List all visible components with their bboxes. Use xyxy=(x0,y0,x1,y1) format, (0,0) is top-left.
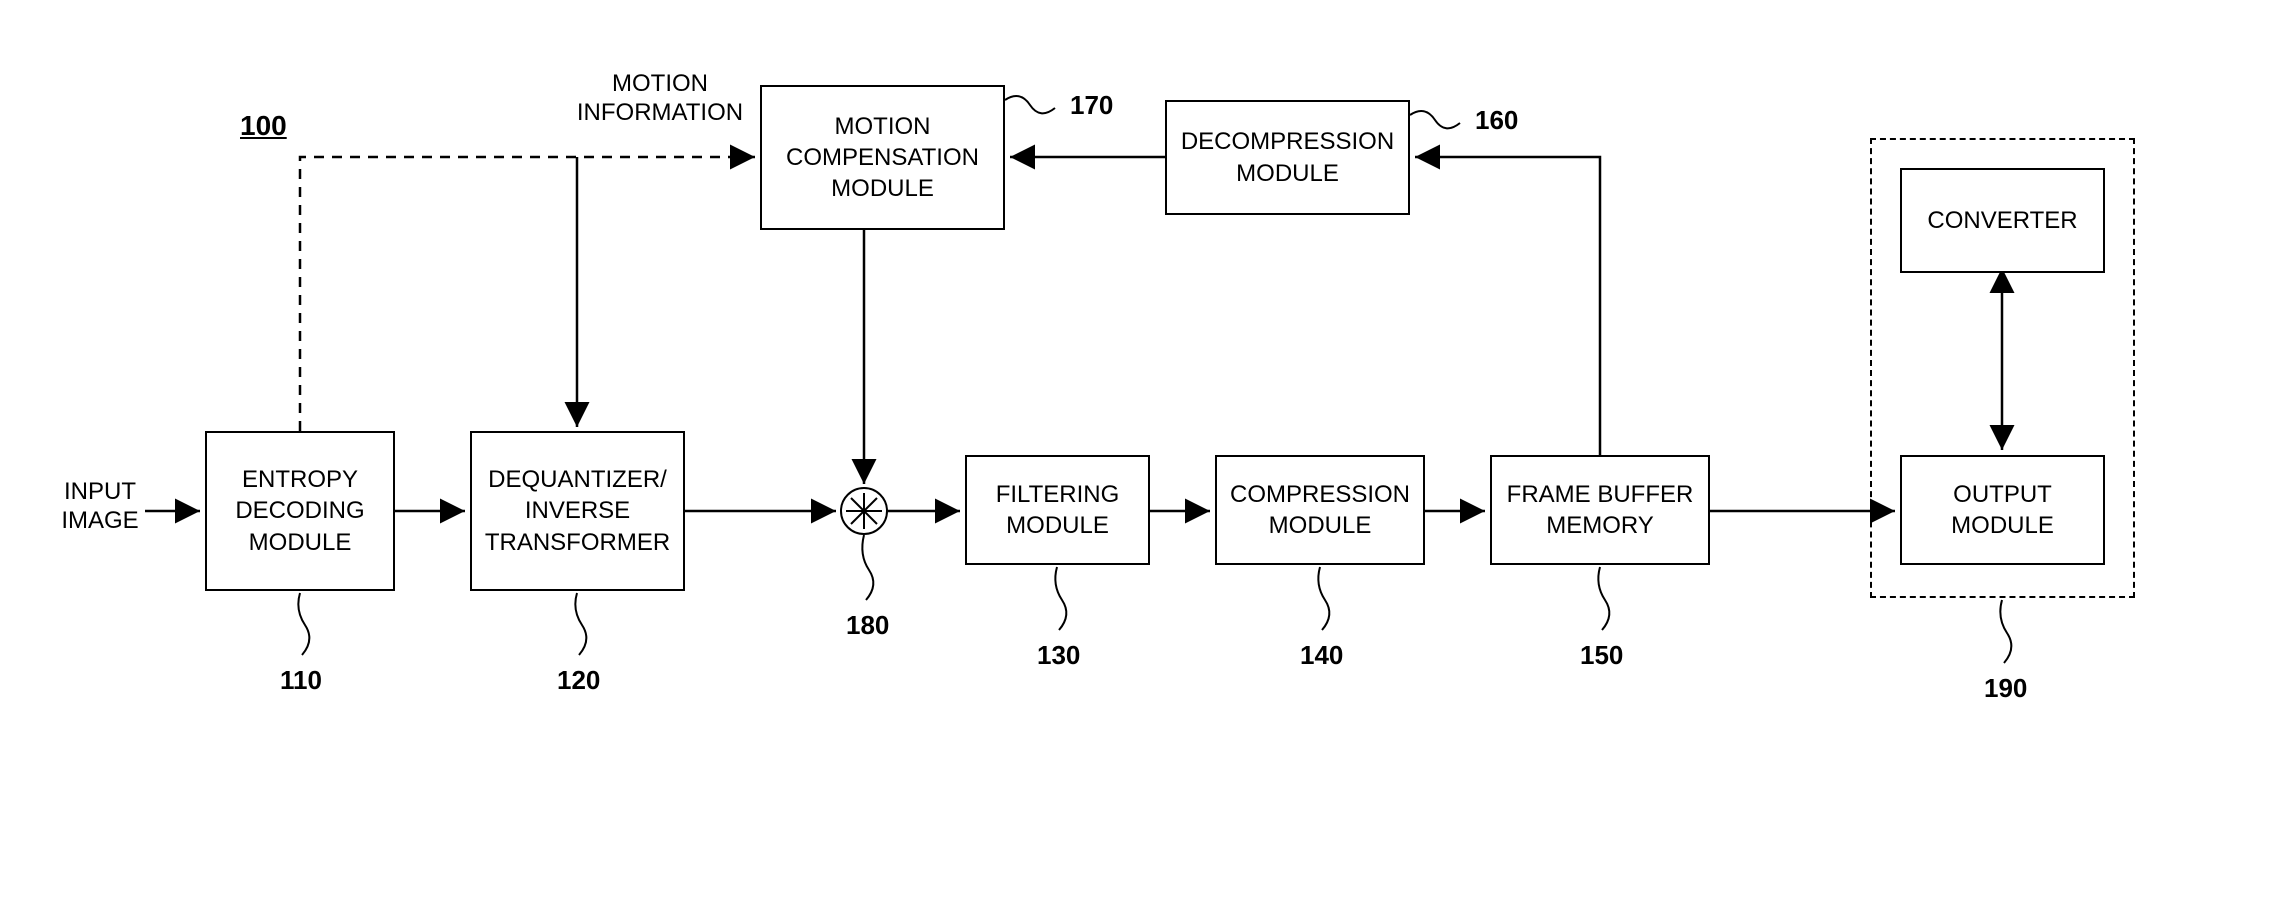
converter-box: CONVERTER xyxy=(1900,168,2105,273)
ref-190: 190 xyxy=(1984,673,2027,704)
compression-module-box: COMPRESSION MODULE xyxy=(1215,455,1425,565)
motion-information-label: MOTION INFORMATION xyxy=(565,70,755,128)
ref-160: 160 xyxy=(1475,105,1518,136)
entropy-decoding-module-box: ENTROPY DECODING MODULE xyxy=(205,431,395,591)
input-image-label: INPUT IMAGE xyxy=(55,478,145,536)
filtering-module-box: FILTERING MODULE xyxy=(965,455,1150,565)
decompression-module-box: DECOMPRESSION MODULE xyxy=(1165,100,1410,215)
ref-180: 180 xyxy=(846,610,889,641)
frame-buffer-memory-box: FRAME BUFFER MEMORY xyxy=(1490,455,1710,565)
ref-110: 110 xyxy=(280,665,322,696)
output-module-box: OUTPUT MODULE xyxy=(1900,455,2105,565)
block-diagram: 100 INPUT IMAGE MOTION INFORMATION ENTRO… xyxy=(0,0,2291,917)
motion-compensation-module-box: MOTION COMPENSATION MODULE xyxy=(760,85,1005,230)
ref-130: 130 xyxy=(1037,640,1080,671)
summation-node xyxy=(840,487,888,535)
ref-170: 170 xyxy=(1070,90,1113,121)
diagram-ref-number: 100 xyxy=(240,110,287,142)
ref-140: 140 xyxy=(1300,640,1343,671)
ref-150: 150 xyxy=(1580,640,1623,671)
ref-120: 120 xyxy=(557,665,600,696)
dequantizer-inverse-transformer-box: DEQUANTIZER/ INVERSE TRANSFORMER xyxy=(470,431,685,591)
